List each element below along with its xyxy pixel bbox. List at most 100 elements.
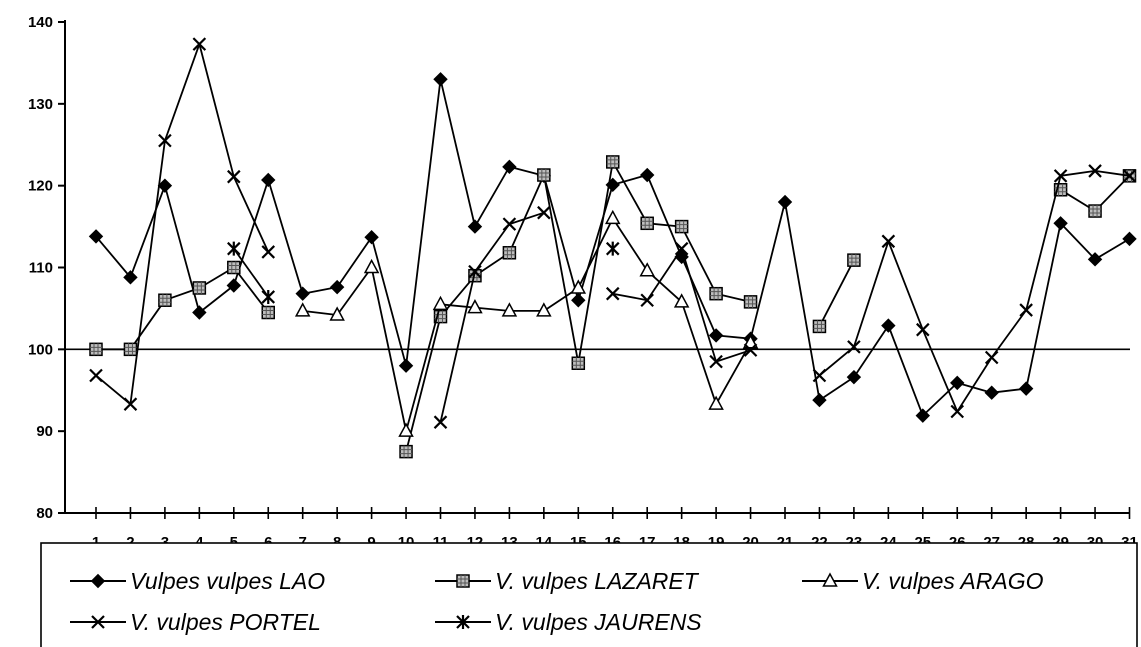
data-point bbox=[639, 167, 655, 183]
data-point bbox=[294, 302, 311, 317]
y-tick-label: 120 bbox=[28, 178, 53, 195]
data-point bbox=[433, 72, 448, 87]
data-point bbox=[640, 293, 654, 308]
marker-square-body bbox=[709, 286, 723, 301]
data-point bbox=[984, 350, 999, 365]
data-point bbox=[399, 444, 413, 459]
data-point bbox=[226, 278, 242, 293]
data-point bbox=[432, 295, 449, 311]
data-point bbox=[605, 286, 620, 301]
legend-item: Vulpes vulpes LAO bbox=[70, 568, 325, 594]
data-point bbox=[363, 258, 380, 274]
data-point bbox=[743, 343, 758, 357]
data-point bbox=[709, 286, 723, 301]
data-point bbox=[192, 305, 207, 320]
data-point bbox=[1122, 231, 1137, 247]
data-point bbox=[571, 356, 586, 370]
data-point bbox=[157, 178, 173, 193]
marker-square-body bbox=[743, 295, 758, 309]
legend-marker bbox=[90, 573, 106, 589]
series-4 bbox=[89, 37, 1137, 429]
marker-square-body bbox=[606, 155, 620, 169]
marker-square-body bbox=[192, 281, 207, 295]
marker-square-hatch bbox=[606, 155, 619, 168]
series-2 bbox=[89, 155, 1137, 459]
data-point bbox=[1122, 169, 1137, 183]
marker-square-body bbox=[640, 216, 654, 231]
data-point bbox=[89, 342, 103, 357]
data-point bbox=[640, 216, 654, 231]
data-point bbox=[261, 305, 275, 320]
marker-square-hatch bbox=[641, 217, 654, 230]
marker-square-hatch bbox=[744, 295, 757, 308]
legend-box bbox=[40, 542, 1138, 647]
data-point bbox=[467, 219, 483, 234]
legend-marker bbox=[456, 574, 470, 588]
marker-square-body bbox=[571, 356, 586, 370]
data-point bbox=[502, 246, 517, 260]
data-point bbox=[1088, 204, 1102, 218]
marker-square-body bbox=[812, 319, 827, 334]
data-point bbox=[89, 368, 103, 383]
data-point bbox=[537, 168, 551, 182]
marker-square-hatch bbox=[90, 343, 102, 356]
data-point bbox=[950, 404, 965, 419]
data-point bbox=[881, 234, 896, 249]
data-point bbox=[673, 293, 690, 308]
legend-item: V. vulpes JAURENS bbox=[435, 609, 702, 635]
data-point bbox=[467, 299, 483, 314]
data-point bbox=[123, 342, 138, 357]
marker-square-hatch bbox=[710, 287, 723, 300]
data-point bbox=[158, 293, 172, 307]
data-point bbox=[227, 260, 241, 275]
data-point bbox=[674, 219, 689, 234]
data-point bbox=[329, 306, 345, 321]
data-point bbox=[88, 229, 104, 244]
marker-square-hatch bbox=[572, 357, 585, 370]
data-point bbox=[295, 286, 310, 301]
data-point bbox=[1019, 303, 1033, 317]
data-point bbox=[777, 194, 793, 210]
data-point bbox=[192, 281, 207, 295]
legend-label: V. vulpes ARAGO bbox=[862, 568, 1044, 594]
marker-square-hatch bbox=[227, 261, 240, 274]
data-point bbox=[708, 395, 724, 410]
data-point bbox=[571, 293, 586, 308]
marker-square-hatch bbox=[1089, 205, 1102, 218]
legend-marker bbox=[822, 572, 838, 587]
data-point bbox=[846, 369, 862, 385]
data-point bbox=[847, 340, 861, 354]
y-tick-label: 90 bbox=[36, 423, 53, 440]
data-point bbox=[502, 159, 517, 175]
data-point bbox=[812, 319, 827, 334]
data-point bbox=[398, 358, 414, 373]
marker-square-body bbox=[227, 260, 241, 275]
marker-square-body bbox=[537, 168, 551, 182]
series-line bbox=[95, 43, 1130, 423]
marker-square-hatch bbox=[1054, 183, 1067, 196]
marker-square-hatch bbox=[847, 254, 860, 267]
marker-square-hatch bbox=[158, 294, 171, 307]
data-point bbox=[1088, 164, 1102, 178]
data-point bbox=[708, 328, 724, 343]
marker-square-hatch bbox=[537, 169, 550, 182]
marker-square-body bbox=[502, 246, 517, 260]
data-point bbox=[433, 415, 448, 429]
data-point bbox=[501, 302, 518, 317]
data-point bbox=[1053, 169, 1068, 183]
marker-square-body bbox=[399, 444, 413, 459]
marker-square-body bbox=[847, 253, 861, 267]
y-tick-label: 140 bbox=[28, 14, 53, 31]
data-point bbox=[743, 295, 758, 309]
data-point bbox=[1053, 216, 1068, 231]
marker-square-body bbox=[89, 342, 103, 357]
data-point bbox=[468, 264, 482, 279]
y-tick-label: 110 bbox=[29, 260, 53, 277]
data-point bbox=[742, 334, 759, 349]
legend-item: V. vulpes LAZARET bbox=[435, 568, 700, 594]
legend-label: V. vulpes PORTEL bbox=[130, 609, 321, 635]
data-point bbox=[398, 422, 414, 437]
series-line bbox=[96, 161, 1131, 452]
legend-item: V. vulpes ARAGO bbox=[802, 568, 1044, 594]
data-point bbox=[364, 230, 379, 245]
